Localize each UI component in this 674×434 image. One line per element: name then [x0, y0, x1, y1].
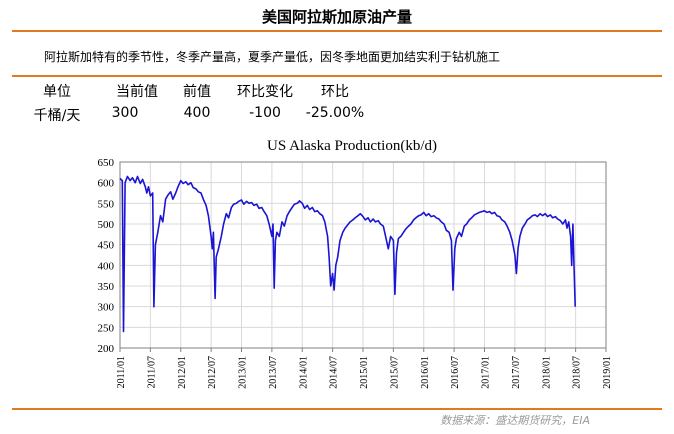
y-tick-label-500: 500 [98, 219, 115, 231]
x-tick-label-2016-01: 2016/01 [420, 356, 431, 389]
y-tick-label-650: 650 [98, 157, 115, 169]
chart-axes: 200 250 300 350 400 450 500 550 600 650 2011/01 201… [98, 157, 614, 389]
stats-table: 单位 当前值 前值 环比变化 环比 千桶/天 300 400 -100 -25.… [0, 81, 674, 129]
data-source: 数据来源：盛达期货研究，EIA [440, 414, 590, 427]
chart-grid [119, 161, 607, 349]
chart-title: US Alaska Production(kb/d) [267, 138, 437, 154]
x-tick-label-2018-07: 2018/07 [572, 356, 583, 389]
note-divider [12, 75, 662, 77]
x-tick-label-2017-01: 2017/01 [481, 356, 492, 389]
y-tick-label-200: 200 [98, 343, 115, 355]
x-tick-label-2015-07: 2015/07 [389, 356, 400, 389]
bottom-divider [12, 408, 662, 410]
x-tick-label-2015-01: 2015/01 [359, 356, 370, 389]
stats-unit-value: 千桶/天 [33, 108, 81, 124]
stats-header-current: 当前值 [116, 84, 158, 100]
x-tick-label-2013-01: 2013/01 [238, 356, 249, 389]
stats-header-previous: 前值 [183, 84, 211, 100]
x-tick-label-2012-01: 2012/01 [177, 356, 188, 389]
x-tick-label-2011-01: 2011/01 [116, 356, 127, 388]
stats-header-change: 环比变化 [237, 84, 293, 100]
chart-series [119, 175, 576, 333]
y-tick-label-450: 450 [98, 240, 115, 252]
stats-current-value: 300 [111, 105, 139, 121]
top-divider [12, 30, 662, 32]
x-tick-label-2013-07: 2013/07 [268, 356, 279, 389]
y-tick-label-400: 400 [98, 260, 115, 272]
seasonality-note: 阿拉斯加特有的季节性，冬季产量高，夏季产量低，因冬季地面更加结实利于钻机施工 [44, 50, 501, 64]
x-tick-label-2016-07: 2016/07 [450, 356, 461, 389]
x-tick-label-2014-01: 2014/01 [298, 356, 309, 389]
alaska-production-chart: US Alaska Production(kb/d) 200 250 300 350 4… [98, 138, 614, 389]
y-tick-label-600: 600 [98, 178, 115, 190]
stats-previous-value: 400 [183, 105, 211, 121]
y-tick-label-550: 550 [98, 198, 115, 210]
y-tick-label-300: 300 [98, 302, 115, 314]
page-title: 美国阿拉斯加原油产量 [261, 8, 412, 26]
stats-change-pct-value: -25.00% [305, 105, 365, 121]
production-line-series-0 [119, 175, 576, 333]
stats-change-value: -100 [249, 105, 281, 121]
stats-header-row: 单位 当前值 前值 环比变化 环比 [0, 81, 674, 105]
stats-header-change-pct: 环比 [321, 84, 349, 100]
y-tick-label-250: 250 [98, 322, 115, 334]
x-tick-label-2014-07: 2014/07 [329, 356, 340, 389]
x-tick-label-2019-01: 2019/01 [602, 356, 613, 389]
x-tick-label-2011-07: 2011/07 [146, 356, 157, 388]
x-tick-label-2017-07: 2017/07 [511, 356, 522, 389]
y-tick-label-350: 350 [98, 281, 115, 293]
stats-value-row: 千桶/天 300 400 -100 -25.00% [0, 105, 674, 129]
stats-header-unit: 单位 [43, 84, 71, 100]
x-tick-label-2012-07: 2012/07 [207, 356, 218, 389]
x-tick-label-2018-01: 2018/01 [541, 356, 552, 389]
